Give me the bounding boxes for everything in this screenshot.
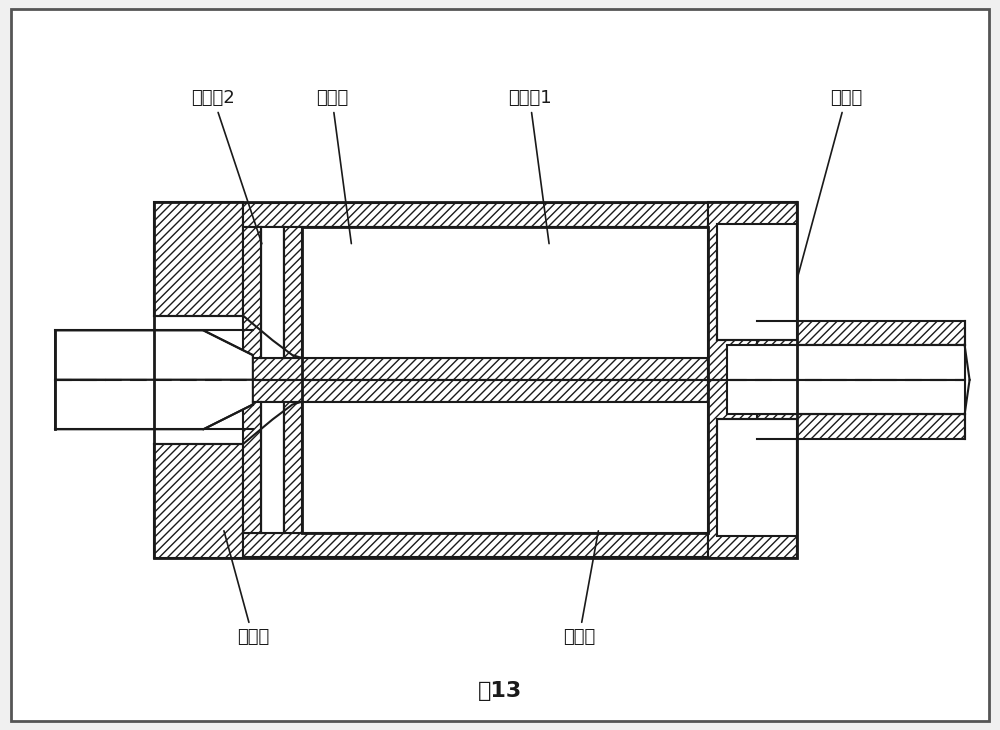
- Text: 图13: 图13: [478, 681, 522, 702]
- Bar: [261, 402, 284, 533]
- Bar: [284, 402, 302, 533]
- Bar: [243, 203, 708, 226]
- Bar: [727, 380, 965, 415]
- Bar: [261, 226, 284, 358]
- Polygon shape: [757, 320, 965, 345]
- Bar: [154, 444, 243, 558]
- Polygon shape: [757, 415, 965, 439]
- Text: 真空室2: 真空室2: [191, 89, 262, 244]
- Bar: [717, 419, 797, 536]
- Bar: [154, 202, 243, 315]
- Polygon shape: [55, 380, 253, 429]
- Bar: [727, 345, 965, 380]
- Polygon shape: [55, 331, 253, 380]
- Bar: [302, 226, 708, 533]
- Bar: [243, 226, 261, 358]
- Bar: [243, 533, 708, 557]
- Text: 真空室1: 真空室1: [508, 89, 551, 244]
- Bar: [708, 202, 797, 380]
- Text: 扩前管: 扩前管: [224, 531, 269, 646]
- Text: 密封垫: 密封垫: [563, 531, 598, 646]
- Bar: [302, 402, 708, 533]
- Bar: [243, 402, 261, 533]
- Text: 热缩管: 热缩管: [797, 89, 862, 278]
- Bar: [284, 226, 302, 358]
- Text: 冷却室: 冷却室: [316, 89, 351, 244]
- Bar: [243, 380, 708, 402]
- Bar: [243, 358, 708, 380]
- Bar: [154, 202, 797, 558]
- Bar: [717, 223, 797, 340]
- Bar: [302, 226, 708, 358]
- Bar: [708, 380, 797, 558]
